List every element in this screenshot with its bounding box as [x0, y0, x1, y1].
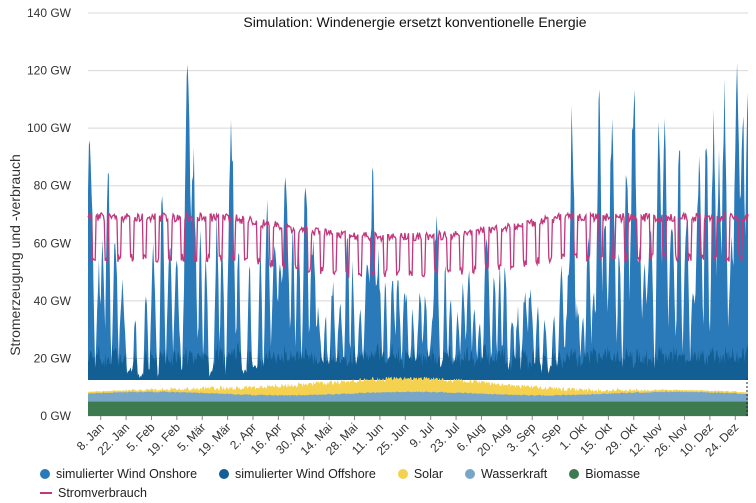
y-axis-label: Stromerzeugung und -verbrauch [7, 154, 23, 356]
area-biomasse [88, 401, 748, 416]
legend-item-wind-offshore: simulierter Wind Offshore [219, 467, 376, 481]
legend-label: simulierter Wind Onshore [56, 466, 198, 481]
y-tick-label: 60 GW [34, 236, 72, 250]
legend-swatch-wind-onshore [40, 468, 50, 479]
y-tick-label: 140 GW [27, 6, 72, 20]
y-tick-label: 120 GW [27, 64, 72, 78]
y-tick-label: 80 GW [34, 179, 72, 193]
y-tick-label: 100 GW [27, 121, 72, 135]
legend-label: Wasserkraft [481, 466, 548, 481]
legend-item-stromverbrauch: Stromverbrauch [40, 486, 147, 500]
legend-swatch-solar [397, 468, 408, 479]
legend-label: Stromverbrauch [58, 485, 147, 500]
legend: simulierter Wind Onshore simulierter Win… [40, 464, 750, 502]
legend-label: simulierter Wind Offshore [235, 466, 376, 481]
legend-item-biomasse: Biomasse [569, 467, 640, 481]
y-tick-label: 40 GW [34, 294, 72, 308]
legend-item-solar: Solar [397, 466, 443, 481]
y-axis: 0 GW 20 GW 40 GW 60 GW 80 GW 100 GW 120 GW 140 … [27, 6, 72, 423]
chart-title: Simulation: Windenergie ersetzt konventi… [243, 14, 586, 30]
y-tick-label: 0 GW [40, 409, 71, 423]
legend-swatch-wind-offshore [219, 468, 230, 479]
y-tick-label: 20 GW [34, 351, 72, 365]
legend-item-wasserkraft: Wasserkraft [465, 467, 547, 481]
line-stromverbrauch [87, 210, 749, 279]
legend-swatch-wasserkraft [465, 468, 475, 479]
area-wind-offshore [88, 342, 748, 380]
plot-areas [87, 62, 749, 416]
chart: 0 GW 20 GW 40 GW 60 GW 80 GW 100 GW 120 GW 140 … [7, 6, 749, 459]
legend-label: Biomasse [585, 466, 641, 481]
x-tick-label: 23. Jul [427, 420, 462, 455]
legend-swatch-stromverbrauch [40, 491, 52, 494]
legend-swatch-biomasse [569, 468, 580, 479]
legend-label: Solar [413, 466, 443, 481]
legend-item-wind-onshore: simulierter Wind Onshore [40, 467, 197, 481]
area-wind-onshore [88, 62, 748, 381]
